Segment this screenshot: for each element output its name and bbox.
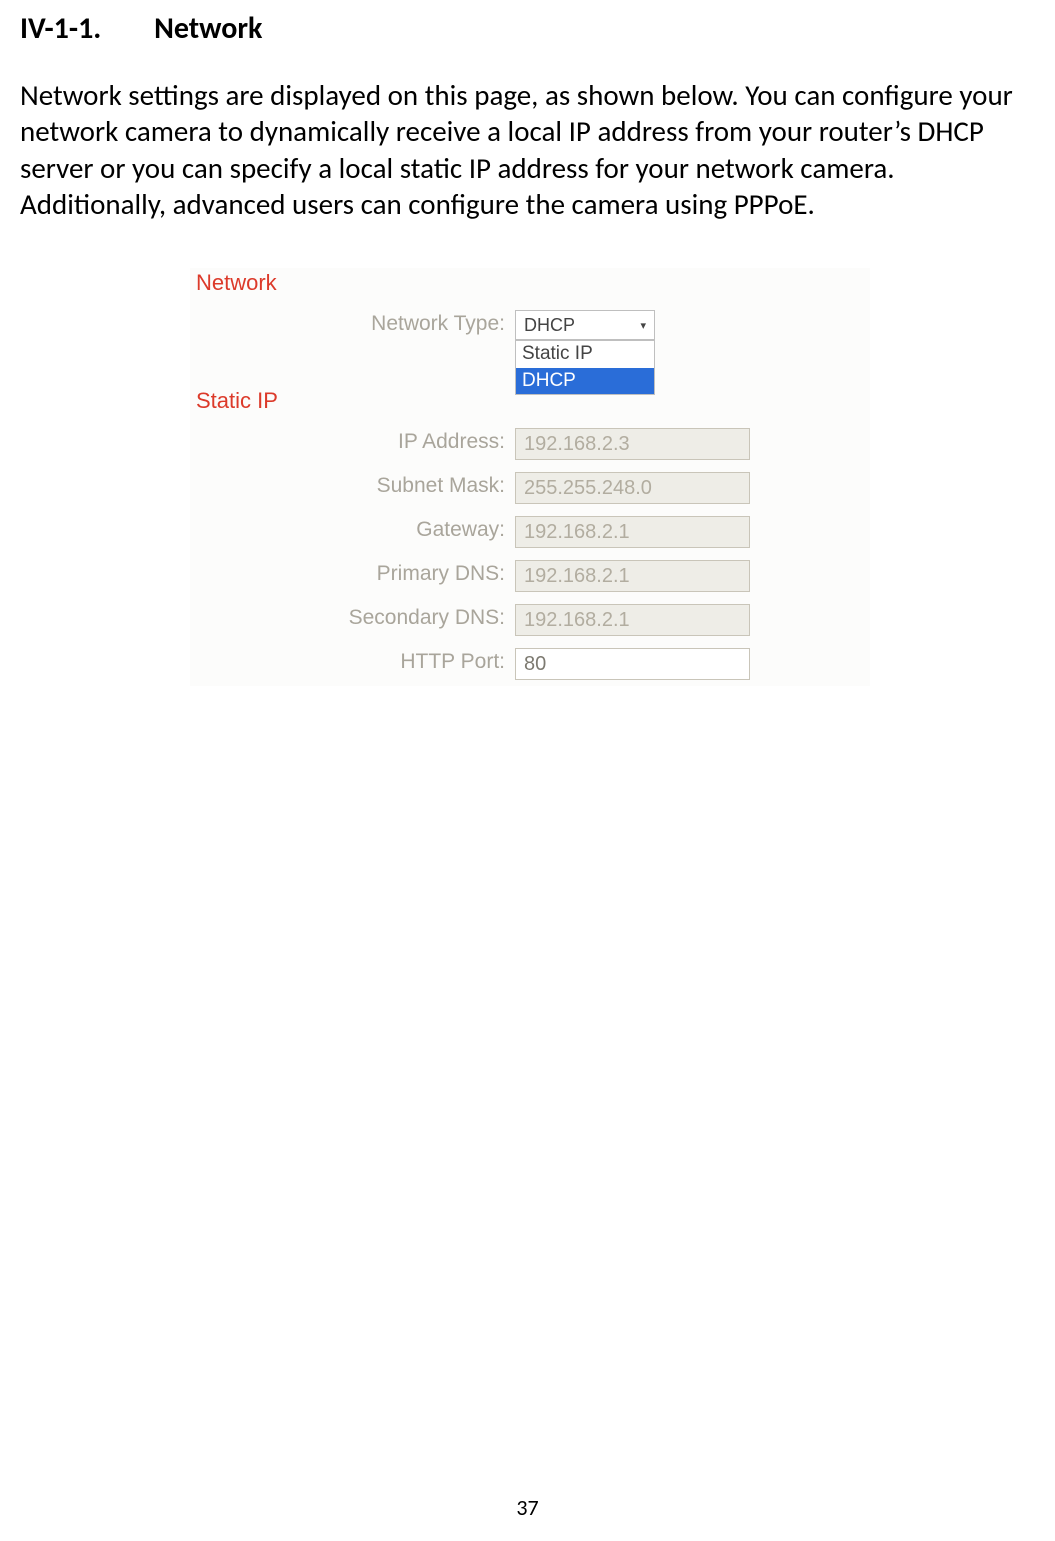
label-secondary-dns: Secondary DNS: [190,604,515,630]
input-gateway[interactable] [515,516,750,548]
label-ip-address: IP Address: [190,428,515,454]
heading-number: IV-1-1. [20,10,101,47]
input-subnet-mask[interactable] [515,472,750,504]
page-number: 37 [0,1494,1055,1521]
input-primary-dns[interactable] [515,560,750,592]
select-value: DHCP [524,315,575,336]
label-gateway: Gateway: [190,516,515,542]
row-subnet-mask: Subnet Mask: [190,466,870,510]
row-http-port: HTTP Port: [190,642,870,686]
label-subnet-mask: Subnet Mask: [190,472,515,498]
field-primary-dns [515,560,775,592]
field-network-type: DHCP ▾ Static IP DHCP [515,310,775,340]
label-network-type: Network Type: [190,310,515,336]
network-type-select[interactable]: DHCP ▾ [515,310,655,340]
input-ip-address[interactable] [515,428,750,460]
row-ip-address: IP Address: [190,422,870,466]
label-http-port: HTTP Port: [190,648,515,674]
row-primary-dns: Primary DNS: [190,554,870,598]
input-http-port[interactable] [515,648,750,680]
option-static-ip[interactable]: Static IP [516,341,654,368]
heading-title: Network [154,10,262,47]
document-page: IV-1-1. Network Network settings are dis… [0,0,1055,1541]
intro-paragraph: Network settings are displayed on this p… [20,77,1035,222]
label-primary-dns: Primary DNS: [190,560,515,586]
option-dhcp[interactable]: DHCP [516,368,654,395]
row-network-type: Network Type: DHCP ▾ Static IP DHCP [190,304,870,346]
input-secondary-dns[interactable] [515,604,750,636]
network-type-dropdown: Static IP DHCP [515,340,655,395]
field-subnet-mask [515,472,775,504]
row-gateway: Gateway: [190,510,870,554]
section-heading: IV-1-1. Network [20,10,1035,47]
row-secondary-dns: Secondary DNS: [190,598,870,642]
field-secondary-dns [515,604,775,636]
field-ip-address [515,428,775,460]
section-heading-network: Network [190,268,870,304]
field-gateway [515,516,775,548]
field-http-port [515,648,775,680]
chevron-down-icon: ▾ [640,319,646,332]
settings-screenshot: Network Network Type: DHCP ▾ Static IP D… [190,262,870,686]
settings-panel: Network Network Type: DHCP ▾ Static IP D… [190,268,870,686]
